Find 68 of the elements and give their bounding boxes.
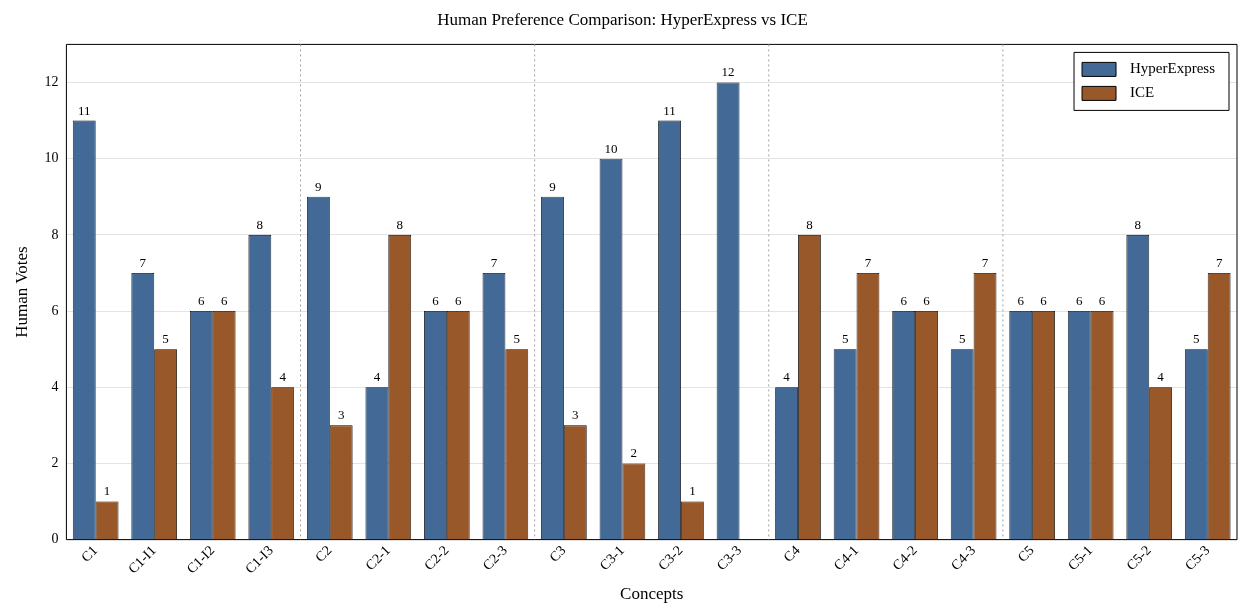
x-tick-label: C5-1 [1064,542,1096,574]
data-label: 8 [1134,216,1142,232]
x-tick-label: C4 [780,542,803,565]
y-tick-label: 8 [51,226,59,242]
y-tick-label: 12 [44,74,59,90]
x-tick-label: C4-1 [830,542,862,574]
x-tick-label: C3 [546,542,569,565]
data-label: 8 [396,216,403,232]
data-label: 2 [630,445,638,461]
data-label: 3 [337,407,345,423]
x-tick-label: C3-2 [655,542,686,574]
data-label: 1 [103,483,111,499]
x-tick-label: C2-3 [479,542,511,574]
legend-label: ICE [1130,84,1155,101]
data-label: 4 [1157,369,1165,385]
data-label: 6 [220,292,228,308]
y-tick-label: 2 [51,455,59,471]
x-tick-label: C2-2 [421,542,452,574]
x-tick-label: C3-1 [596,542,628,574]
data-label: 4 [373,369,381,385]
data-label: 5 [162,331,169,347]
data-label: 7 [864,254,872,270]
data-label: 7 [981,254,989,270]
data-label: 6 [1076,292,1084,308]
data-label: 11 [77,102,91,118]
data-label: 6 [923,292,931,308]
data-label: 11 [663,102,676,118]
data-label: 6 [1017,292,1025,308]
y-axis-title: Human Votes [11,246,31,338]
x-tick-label: C2 [312,542,335,565]
data-label: 8 [806,216,813,232]
data-label: 5 [1193,331,1200,347]
x-tick-label: C5-3 [1182,542,1213,574]
x-tick-label: C1 [78,542,101,565]
data-label: 6 [198,292,206,308]
legend-label: HyperExpress [1130,60,1216,77]
data-label: 1 [689,483,696,499]
data-label: 6 [1040,292,1048,308]
data-label: 6 [455,292,463,308]
x-axis-title: Concepts [620,584,684,604]
y-tick-label: 0 [51,531,59,547]
x-tick-label: C5 [1014,542,1037,565]
chart-title: Human Preference Comparison: HyperExpress vs ICE [437,9,808,29]
data-label: 12 [721,64,735,80]
data-label: 7 [139,254,147,270]
x-tick-label: C4-3 [947,542,979,574]
data-label: 3 [572,407,579,423]
x-tick-label: C2-1 [362,542,394,574]
data-label: 4 [279,369,287,385]
data-label: 4 [783,369,791,385]
y-tick-label: 6 [51,302,59,318]
x-tick-label: C3-3 [713,542,745,574]
data-label: 6 [432,292,440,308]
data-label: 5 [958,331,966,347]
data-label: 8 [256,216,264,232]
data-label: 9 [315,178,322,194]
y-tick-label: 10 [44,150,59,166]
data-label: 7 [490,254,498,270]
data-label: 5 [841,331,849,347]
data-label: 7 [1215,254,1223,270]
x-tick-label: C4-2 [889,542,920,574]
data-label: 9 [549,178,556,194]
data-label: 6 [1098,292,1106,308]
data-label: 6 [900,292,908,308]
y-tick-label: 4 [51,378,59,394]
data-label: 10 [604,140,618,156]
data-label: 5 [513,331,521,347]
x-tick-label: C5-2 [1123,542,1154,574]
